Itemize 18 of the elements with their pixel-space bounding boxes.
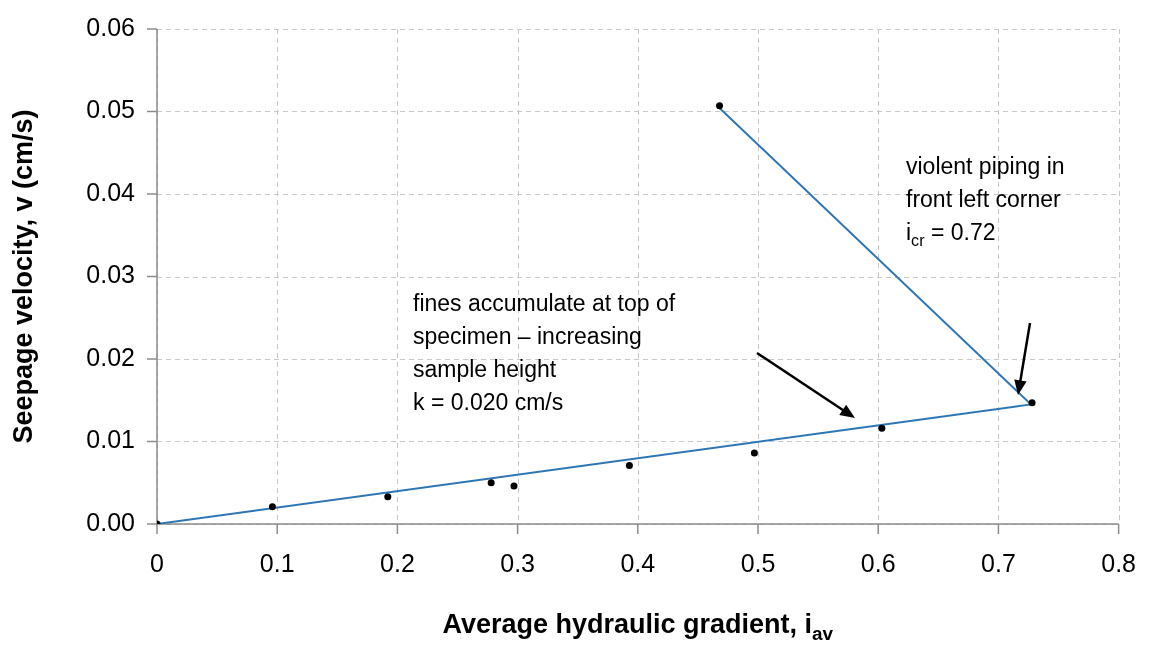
y-tick-label: 0.01 <box>86 425 135 454</box>
y-tick-label: 0.04 <box>86 177 136 206</box>
y-tick-label: 0.05 <box>86 95 135 124</box>
y-tick-label: 0.02 <box>86 342 135 371</box>
y-tick-label: 0.03 <box>86 260 135 289</box>
x-tick-label: 0 <box>150 548 164 577</box>
x-tick-label: 0.2 <box>380 548 415 577</box>
x-tick-label: 0.6 <box>860 548 896 577</box>
x-tick-label: 0.1 <box>259 548 295 577</box>
x-tick-label: 0.4 <box>620 548 656 577</box>
annotation: fines accumulate at top of specimen – increasing sample height k = 0.020 cm/s <box>413 290 676 415</box>
y-axis-title: Seepage velocity, v (cm/s) <box>8 109 38 444</box>
x-tick-label: 0.7 <box>981 548 1016 577</box>
y-tick-label: 0.00 <box>86 507 135 536</box>
x-tick-label: 0.8 <box>1101 548 1137 577</box>
x-tick-label: 0.5 <box>740 548 776 577</box>
y-tick-label: 0.06 <box>86 12 135 41</box>
x-tick-label: 0.3 <box>500 548 535 577</box>
